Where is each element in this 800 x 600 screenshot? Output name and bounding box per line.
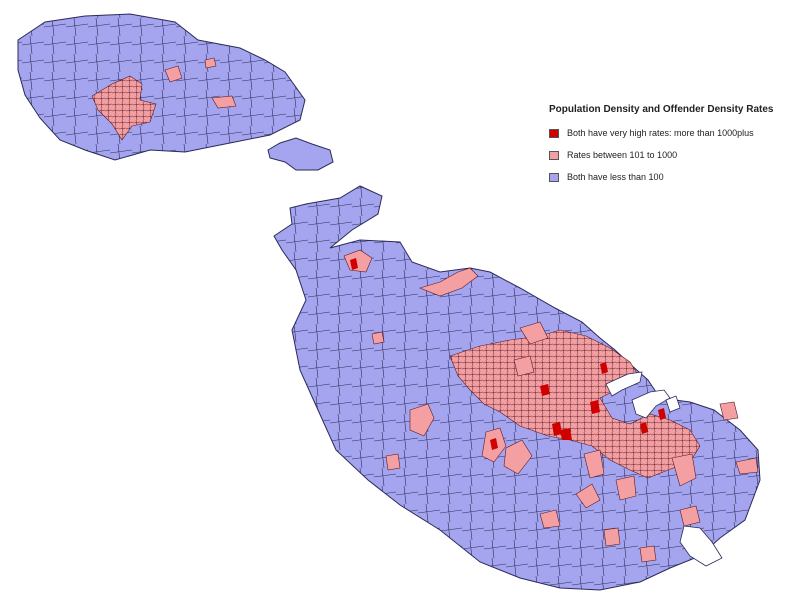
map-legend: Population Density and Offender Density … [549, 104, 789, 193]
legend-item-very-high: Both have very high rates: more than 100… [549, 127, 789, 139]
gozo-island [17, 13, 306, 161]
legend-label-medium: Rates between 101 to 1000 [567, 150, 678, 160]
malta-island [273, 185, 761, 591]
legend-label-very-high: Both have very high rates: more than 100… [567, 128, 754, 138]
legend-label-low: Both have less than 100 [567, 172, 664, 182]
legend-swatch-medium [549, 150, 559, 160]
legend-swatch-low [549, 172, 559, 182]
legend-item-low: Both have less than 100 [549, 171, 789, 183]
legend-title: Population Density and Offender Density … [549, 104, 774, 115]
legend-item-medium: Rates between 101 to 1000 [549, 149, 789, 161]
legend-swatch-very-high [549, 128, 559, 138]
comino-island [267, 137, 334, 171]
